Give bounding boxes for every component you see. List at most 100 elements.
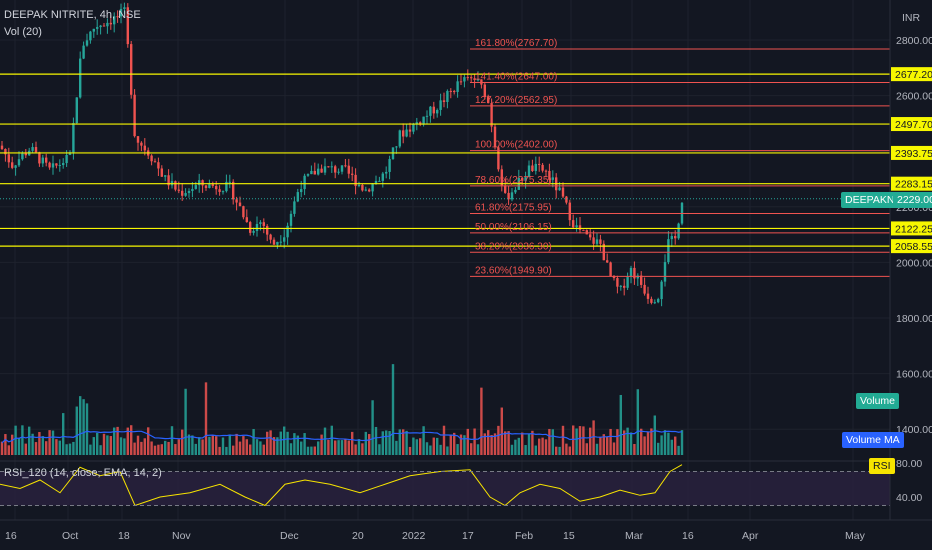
volume-bar [143, 438, 146, 455]
price-tick-5: 1800.00 [896, 313, 932, 325]
level-badge-2 [891, 145, 932, 160]
volume-bar [337, 440, 340, 455]
volume-bar [28, 426, 31, 455]
candle-body [157, 162, 160, 169]
candle-body [548, 170, 551, 180]
time-tick-4: Dec [280, 530, 299, 542]
volume-bar [490, 435, 493, 455]
candle-body [221, 191, 225, 193]
volume-bar [255, 439, 259, 455]
volume-bar [381, 431, 384, 455]
candle-body [592, 237, 595, 244]
candle-body [572, 220, 575, 228]
volume-bar [521, 432, 524, 455]
candle-body [589, 234, 592, 238]
candle-body [334, 166, 337, 173]
volume-bar [184, 388, 187, 455]
volume-bar [204, 382, 208, 455]
volume-bar [531, 430, 534, 455]
volume-bar [279, 431, 282, 455]
volume-bar [408, 446, 412, 455]
candle-body [595, 239, 599, 244]
volume-bar [538, 438, 541, 455]
price-badges: 2677.20 2497.70 2393.75 2283.15 2122.25 2058.… [891, 67, 932, 254]
candle-body [55, 163, 58, 166]
candle-body [126, 7, 129, 45]
price-tick-0: 2800.00 [896, 35, 932, 47]
candle-body [228, 181, 231, 183]
candle-body [612, 276, 616, 279]
volume-bar [555, 446, 558, 455]
candle-body [164, 175, 167, 177]
volume-bar [116, 426, 119, 455]
candle-body [269, 234, 272, 240]
candle-body [463, 77, 466, 82]
volume-bar [34, 442, 38, 455]
candle-body [14, 165, 17, 168]
level-label-5: 2058.55 [895, 241, 932, 253]
volume-bar [17, 437, 21, 455]
volume-bar [232, 445, 235, 455]
candle-body [531, 165, 534, 172]
volume-indicator-label: Vol (20) [4, 26, 42, 38]
volume-bar [249, 444, 252, 455]
candle-body [527, 165, 531, 178]
candle-body [473, 78, 476, 80]
candle-body [116, 16, 119, 18]
volume-bar [79, 396, 82, 455]
volume-bar [102, 433, 106, 455]
time-tick-13: May [845, 530, 866, 542]
volume-bar [136, 435, 140, 455]
candle-body [279, 241, 282, 243]
candle-body [361, 184, 364, 191]
candle-body [398, 130, 401, 147]
candle-body [153, 161, 157, 163]
candles [0, 2, 684, 307]
volume-bar [412, 437, 415, 455]
volume-bar [123, 438, 126, 455]
volume-bar [487, 430, 490, 455]
candle-body [48, 162, 51, 168]
volume-bar [674, 436, 677, 455]
candle-body [640, 275, 643, 285]
candle-body [449, 90, 452, 92]
volume-bar [578, 426, 582, 455]
horizontal-levels [0, 73, 890, 247]
volume-bar [218, 446, 221, 455]
candle-body [487, 97, 490, 104]
fib-label-4: 78.60%(2275.35) [475, 175, 552, 186]
level-badge-4 [891, 221, 932, 236]
volume-bar [646, 431, 650, 455]
candle-body [113, 16, 116, 25]
volume-bar [313, 446, 316, 455]
candle-body [41, 157, 44, 164]
volume-bar [623, 430, 626, 455]
volume-bar [585, 443, 588, 455]
candle-body [643, 284, 646, 294]
fib-label-5: 61.80%(2175.95) [475, 202, 552, 213]
candle-body [425, 115, 429, 117]
candle-body [82, 45, 85, 59]
candle-body [453, 91, 456, 93]
candle-body [657, 299, 660, 303]
candle-body [558, 187, 561, 191]
level-label-4: 2122.25 [895, 223, 932, 235]
candle-body [616, 278, 619, 287]
candle-body [351, 173, 354, 175]
volume-bar [51, 430, 55, 455]
volume-bar [198, 437, 201, 455]
volume-bar [582, 426, 585, 455]
volume-bar [565, 443, 568, 455]
candle-body [232, 181, 235, 200]
volume-bar [592, 420, 595, 455]
candle-body [201, 180, 204, 186]
volume-bar [419, 438, 422, 455]
candle-body [58, 165, 61, 167]
rsi-guides [0, 471, 890, 506]
volume-bar [323, 427, 327, 455]
candle-body [286, 225, 289, 238]
volume-bar [589, 427, 592, 455]
fib-label-3: 100.00%(2402.00) [475, 140, 557, 151]
candle-body [674, 236, 677, 239]
